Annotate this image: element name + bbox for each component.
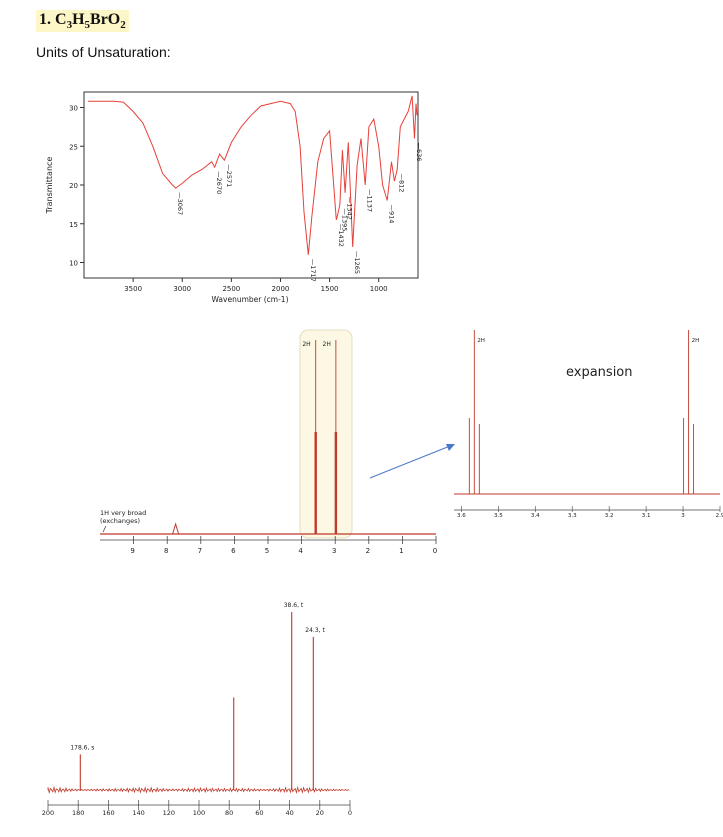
expansion-tick-label: 3.4 — [531, 513, 540, 519]
expansion-tick-label: 3 — [681, 513, 685, 519]
ir-y-axis-title: Transmittance — [45, 157, 54, 215]
expansion-tick-label: 3.1 — [642, 513, 651, 519]
expansion-tick-label: 3.6 — [457, 513, 466, 519]
ir-x-tick-label: 2500 — [222, 285, 240, 293]
c-nmr-tick-label: 120 — [163, 809, 175, 817]
expansion-arrow-head — [446, 444, 455, 451]
nmr-highlight-box — [299, 329, 353, 539]
ir-peak-label: —3067 — [176, 192, 184, 215]
c-nmr-tick-label: 20 — [316, 809, 324, 817]
ir-plot-frame — [83, 91, 419, 279]
ir-y-tick-label: 10 — [69, 260, 78, 268]
c-nmr-peak-label: 38.6, t — [284, 602, 304, 609]
c-nmr-tick-label: 160 — [102, 809, 114, 817]
ir-peak-label: —636 — [415, 143, 423, 162]
ir-y-tick-label: 15 — [69, 221, 78, 229]
h-nmr-tick-label: 0 — [433, 547, 437, 555]
ir-peak-label: —812 — [398, 174, 406, 193]
ir-peak-label: —1432 — [337, 224, 345, 247]
expansion-label: expansion — [566, 365, 633, 380]
h-nmr-tick-label: 2 — [366, 547, 370, 555]
h-nmr-tick-label: 7 — [198, 547, 202, 555]
c-nmr-tick-label: 0 — [348, 809, 352, 817]
c-nmr-tick-label: 140 — [132, 809, 144, 817]
h-nmr-broad-annotation: 1H very broad (exchanges) — [100, 509, 146, 525]
ir-peak-label: —914 — [388, 205, 396, 224]
ir-x-tick-label: 1000 — [370, 285, 388, 293]
ir-transmittance-trace — [87, 95, 418, 255]
ir-peak-label: —1395 — [340, 208, 348, 231]
c-nmr-peak-label: 178.6, s — [70, 744, 94, 751]
ir-peak-label: —2571 — [225, 164, 233, 187]
h-nmr-integral-label: 2H — [323, 341, 331, 348]
c-nmr-tick-label: 60 — [255, 809, 263, 817]
c-nmr-peak-label: 24.3, t — [305, 627, 325, 634]
ir-peak-label: —2670 — [215, 171, 223, 194]
c-nmr-tick-label: 100 — [193, 809, 205, 817]
ir-x-tick-label: 2000 — [272, 285, 290, 293]
c-nmr-tick-label: 200 — [42, 809, 54, 817]
h-nmr-tick-label: 5 — [265, 547, 269, 555]
h-nmr-peak-body — [314, 432, 317, 534]
h-nmr-tick-label: 8 — [164, 547, 168, 555]
ir-peak-label: —1717 — [309, 259, 317, 282]
h-nmr-integral-label: 2H — [302, 341, 310, 348]
h-nmr-annotation-pointer — [102, 525, 107, 533]
ir-y-tick-label: 25 — [69, 143, 78, 151]
c-nmr-tick-label: 180 — [72, 809, 84, 817]
problem-title: 1. C3H5BrO2 — [36, 10, 129, 33]
h-nmr-tick-label: 6 — [231, 547, 236, 555]
c-nmr-tick-label: 40 — [285, 809, 293, 817]
ir-peak-label: —1265 — [353, 251, 361, 274]
expansion-arrow-line — [369, 445, 451, 479]
ir-x-tick-label: 3500 — [124, 285, 142, 293]
expansion-integral-label: 2H — [692, 338, 700, 344]
ir-x-tick-label: 3000 — [173, 285, 191, 293]
ir-y-tick-label: 30 — [69, 105, 78, 113]
h-nmr-peak-body — [334, 432, 338, 534]
expansion-tick-label: 3.3 — [568, 513, 577, 519]
h-nmr-tick-label: 4 — [298, 547, 303, 555]
h-nmr-tick-label: 3 — [332, 547, 336, 555]
ir-peak-label: —1137 — [366, 189, 374, 212]
h-nmr-tick-label: 9 — [130, 547, 134, 555]
ir-peak-label: —1342 — [346, 197, 354, 220]
ir-y-tick-label: 20 — [69, 182, 78, 190]
h-nmr-tick-label: 1 — [399, 547, 403, 555]
units-of-unsaturation-label: Units of Unsaturation: — [36, 44, 171, 60]
expansion-tick-label: 2.9 — [716, 513, 723, 519]
c-nmr-baseline-noise — [47, 785, 350, 795]
expansion-integral-label: 2H — [477, 338, 485, 344]
expansion-tick-label: 3.2 — [605, 513, 614, 519]
ir-x-axis-title: Wavenumber (cm-1) — [212, 295, 289, 304]
c-nmr-tick-label: 80 — [225, 809, 233, 817]
h-nmr-broad-peak — [172, 522, 180, 535]
expansion-tick-label: 3.5 — [494, 513, 503, 519]
ir-x-tick-label: 1500 — [321, 285, 339, 293]
